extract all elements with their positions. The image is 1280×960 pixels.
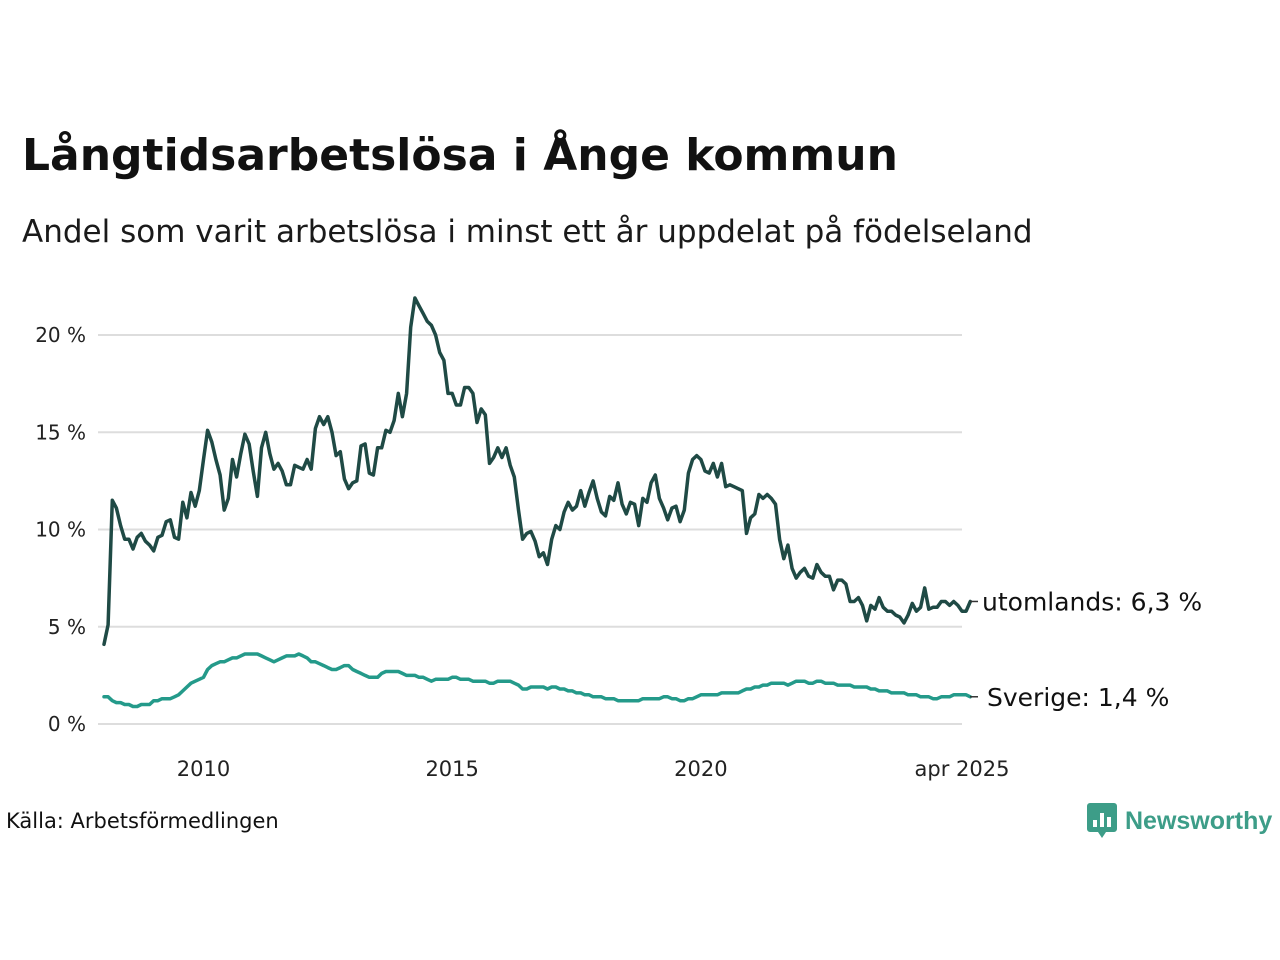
newsworthy-logo: Newsworthy — [1087, 803, 1272, 839]
chart-title: Långtidsarbetslösa i Ånge kommun — [22, 130, 898, 181]
series-line-utomlands — [102, 296, 973, 647]
gridlines — [98, 334, 962, 725]
end-label-utomlands: utomlands: 6,3 % — [982, 587, 1202, 616]
y-tick-label: 0 % — [48, 712, 86, 736]
x-tick-label: 2015 — [425, 757, 478, 781]
x-tick-label: 2010 — [177, 757, 230, 781]
y-tick-label: 10 % — [35, 518, 86, 542]
chart-subtitle: Andel som varit arbetslösa i minst ett å… — [22, 214, 1033, 250]
series-line-sverige — [102, 652, 973, 709]
series-end-labels: utomlands: 6,3 % Sverige: 1,4 % — [970, 587, 1202, 712]
series-lines — [102, 296, 973, 709]
end-label-sverige: Sverige: 1,4 % — [987, 683, 1169, 712]
x-axis-labels: 2010 2015 2020 apr 2025 — [177, 757, 1010, 781]
line-chart: 0 %5 %10 %15 %20 % 2010 2015 2020 apr 2025 … — [35, 296, 1202, 781]
y-tick-label: 5 % — [48, 615, 86, 639]
source-note: Källa: Arbetsförmedlingen — [6, 809, 279, 833]
x-tick-label: apr 2025 — [915, 757, 1010, 781]
y-tick-label: 15 % — [35, 420, 86, 444]
y-tick-label: 20 % — [35, 323, 86, 347]
brand-name: Newsworthy — [1125, 806, 1273, 835]
y-axis-labels: 0 % 5 % 10 % 15 % 20 % — [35, 323, 86, 736]
bar-chart-speech-bubble-icon — [1087, 803, 1117, 838]
x-tick-label: 2020 — [674, 757, 727, 781]
